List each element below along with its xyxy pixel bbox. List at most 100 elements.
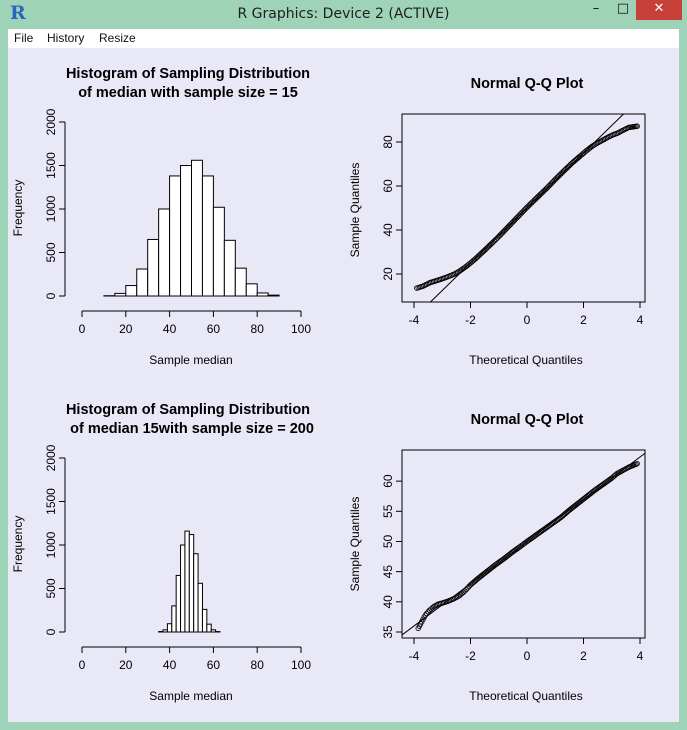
hist2-x-tick-label: 80 — [251, 658, 265, 672]
qq1-x-tick-label: 4 — [637, 313, 644, 327]
qq1-point — [491, 238, 498, 244]
qq2-title: Normal Q-Q Plot — [471, 412, 584, 428]
qq2-content — [401, 452, 646, 636]
qq2-x-tick-label: -4 — [409, 649, 420, 663]
hist1-bar — [158, 208, 171, 297]
hist1-x-tick-label: 40 — [163, 322, 177, 336]
qq-panel-1: Normal Q-Q Plot Theoretical Quantiles Sa… — [348, 76, 646, 367]
qq1-point — [490, 239, 496, 245]
qq2-x-tick-label: -2 — [465, 649, 476, 663]
hist1-y-tick-label: 2000 — [44, 108, 58, 135]
hist1-bar — [125, 285, 138, 297]
hist1-xlabel: Sample median — [149, 353, 232, 367]
title-bar[interactable]: R R Graphics: Device 2 (ACTIVE) – □ ✕ — [0, 0, 687, 29]
hist2-ylabel: Frequency — [11, 516, 25, 573]
hist2-title-line2: of median 15with sample size = 200 — [70, 421, 314, 437]
qq2-x-tick-label: 2 — [580, 649, 587, 663]
hist1-bars — [103, 159, 280, 297]
hist1-ylabel: Frequency — [11, 180, 25, 237]
hist1-y-tick-label: 1000 — [44, 195, 58, 222]
hist1-y-tick-label: 500 — [44, 242, 58, 262]
hist1-bar — [114, 292, 127, 297]
qq1-x-axis: -4 -2 0 2 4 — [409, 302, 644, 327]
qq1-content — [414, 113, 640, 303]
hist2-y-tick-label: 1500 — [44, 488, 58, 515]
hist2-bar — [210, 629, 217, 633]
hist1-x-tick-label: 100 — [291, 322, 311, 336]
qq1-x-tick-label: -4 — [409, 313, 420, 327]
hist2-y-axis: 0 500 1000 1500 2000 — [44, 444, 66, 635]
qq2-point — [424, 610, 430, 617]
qq-panel-2: Normal Q-Q Plot Theoretical Quantiles Sa… — [348, 412, 646, 703]
menu-history[interactable]: History — [47, 31, 85, 45]
qq2-point — [634, 460, 640, 467]
hist1-bar — [212, 206, 225, 297]
plot-canvas: Histogram of Sampling Distribution of me… — [8, 48, 679, 722]
hist1-y-tick-label: 1500 — [44, 152, 58, 179]
qq1-y-tick-label: 20 — [381, 267, 395, 281]
qq1-y-tick-label: 80 — [381, 135, 395, 149]
hist1-title-line2: of median with sample size = 15 — [78, 85, 298, 101]
hist2-bars — [158, 530, 221, 633]
hist2-title-line1: Histogram of Sampling Distribution — [66, 402, 310, 418]
qq2-x-tick-label: 4 — [637, 649, 644, 663]
hist1-x-tick-label: 0 — [79, 322, 86, 336]
hist1-x-axis: 0 20 40 60 80 100 — [79, 310, 311, 336]
qq2-y-tick-label: 40 — [381, 595, 395, 609]
qq1-point — [493, 236, 499, 243]
hist1-bar — [234, 267, 247, 297]
qq2-point — [463, 586, 469, 593]
hist1-bar — [180, 165, 193, 297]
qq1-point — [590, 142, 597, 149]
menu-bar: File History Resize — [8, 29, 679, 48]
histogram-panel-2: Histogram of Sampling Distribution of me… — [11, 402, 314, 703]
qq1-plot-box — [401, 113, 646, 303]
menu-resize[interactable]: Resize — [99, 31, 136, 45]
plots-svg: Histogram of Sampling Distribution of me… — [11, 66, 646, 703]
hist2-x-tick-label: 40 — [163, 658, 177, 672]
hist2-x-axis: 0 20 40 60 80 100 — [79, 646, 311, 672]
hist2-x-tick-label: 60 — [207, 658, 221, 672]
qq1-x-tick-label: -2 — [465, 313, 476, 327]
hist1-bar — [256, 292, 269, 297]
qq2-y-tick-label: 60 — [381, 474, 395, 488]
qq2-point — [459, 590, 465, 597]
qq1-x-tick-label: 0 — [524, 313, 531, 327]
hist1-x-tick-label: 60 — [207, 322, 221, 336]
hist2-y-tick-label: 2000 — [44, 444, 58, 471]
qq2-point — [462, 588, 468, 594]
qq1-point — [593, 141, 599, 147]
hist1-bar — [223, 239, 236, 297]
hist2-bar — [184, 530, 190, 633]
qq2-y-tick-label: 55 — [381, 504, 395, 518]
qq2-point — [460, 589, 467, 595]
qq2-plot-box — [401, 449, 646, 639]
qq1-point — [634, 123, 640, 129]
hist2-bar — [175, 574, 182, 633]
qq1-y-tick-label: 60 — [381, 179, 395, 193]
hist2-bar — [206, 623, 212, 633]
hist1-x-tick-label: 20 — [119, 322, 133, 336]
hist1-x-tick-label: 80 — [251, 322, 265, 336]
window-title: R Graphics: Device 2 (ACTIVE) — [237, 6, 450, 22]
hist2-bar — [201, 608, 208, 633]
qq1-y-axis: 20 40 60 80 — [381, 135, 402, 281]
hist2-y-tick-label: 0 — [44, 628, 58, 635]
qq2-x-axis: -4 -2 0 2 4 — [409, 638, 644, 663]
hist1-bar — [245, 283, 258, 297]
close-button[interactable]: ✕ — [636, 0, 682, 20]
hist2-xlabel: Sample median — [149, 689, 232, 703]
qq1-ylabel: Sample Quantiles — [348, 163, 362, 258]
minimize-button[interactable]: – — [592, 1, 600, 16]
hist2-x-tick-label: 100 — [291, 658, 311, 672]
hist2-bar — [162, 629, 168, 633]
qq2-ylabel: Sample Quantiles — [348, 497, 362, 592]
qq2-x-tick-label: 0 — [524, 649, 531, 663]
hist1-bar — [147, 238, 160, 297]
qq2-xlabel: Theoretical Quantiles — [469, 689, 582, 703]
hist1-bar — [169, 175, 182, 297]
menu-file[interactable]: File — [14, 31, 34, 45]
maximize-button[interactable]: □ — [616, 1, 630, 16]
hist2-bar — [188, 534, 195, 633]
